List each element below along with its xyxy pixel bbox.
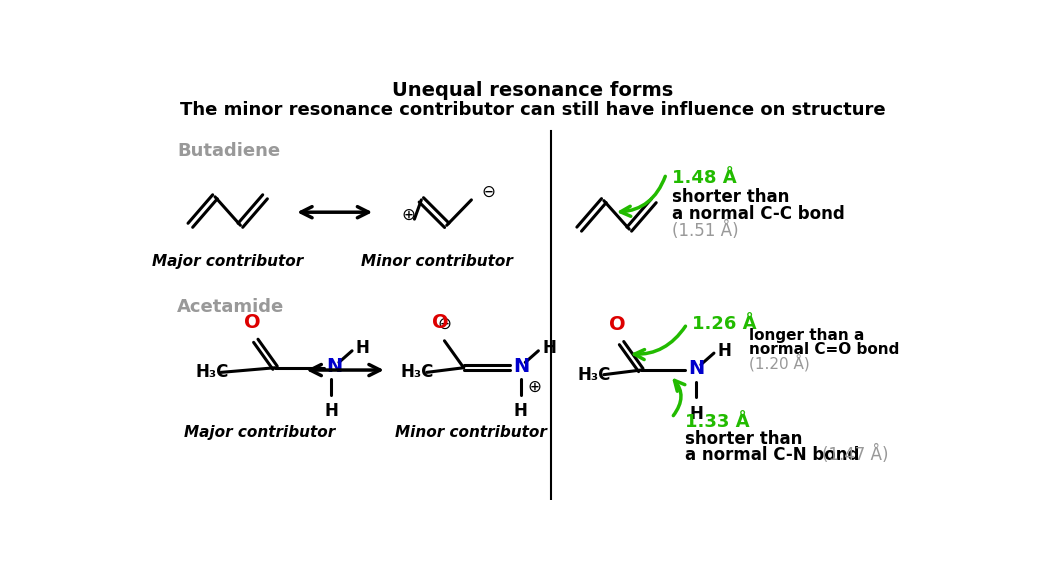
Text: ⊖: ⊖ xyxy=(482,183,495,201)
Text: H₃C: H₃C xyxy=(400,364,434,382)
Text: a normal C-N bond: a normal C-N bond xyxy=(685,446,860,464)
Text: The minor resonance contributor can still have influence on structure: The minor resonance contributor can stil… xyxy=(180,101,886,119)
Text: 1.26 Å: 1.26 Å xyxy=(692,315,756,333)
Text: H: H xyxy=(718,342,732,360)
Text: Acetamide: Acetamide xyxy=(177,298,285,316)
Text: O: O xyxy=(243,312,260,332)
Text: H₃C: H₃C xyxy=(577,366,612,384)
Text: shorter than: shorter than xyxy=(672,188,789,206)
Text: O: O xyxy=(609,315,626,334)
Text: H: H xyxy=(324,402,338,420)
Text: (1.20 Å): (1.20 Å) xyxy=(749,355,809,372)
Text: longer than a: longer than a xyxy=(749,328,864,343)
Text: 1.48 Å: 1.48 Å xyxy=(672,169,736,187)
Text: N: N xyxy=(327,357,343,376)
Text: N: N xyxy=(513,357,529,376)
Text: H: H xyxy=(542,339,556,357)
Text: ⊕: ⊕ xyxy=(401,206,415,224)
Text: ⊖: ⊖ xyxy=(438,315,451,333)
Text: Major contributor: Major contributor xyxy=(184,425,335,441)
Text: N: N xyxy=(688,359,705,378)
Text: ⊕: ⊕ xyxy=(527,378,542,396)
Text: H: H xyxy=(356,339,370,357)
Text: 1.33 Å: 1.33 Å xyxy=(685,413,750,430)
Text: O: O xyxy=(433,312,449,332)
Text: a normal C-C bond: a normal C-C bond xyxy=(672,205,844,223)
Text: shorter than: shorter than xyxy=(685,430,803,448)
Text: Minor contributor: Minor contributor xyxy=(395,425,547,441)
Text: (1.51 Å): (1.51 Å) xyxy=(672,221,738,240)
Text: H: H xyxy=(514,402,527,420)
Text: (1.47 Å): (1.47 Å) xyxy=(822,445,888,464)
Text: Major contributor: Major contributor xyxy=(152,254,303,269)
Text: H₃C: H₃C xyxy=(196,364,229,382)
Text: H: H xyxy=(690,405,703,423)
Text: Butadiene: Butadiene xyxy=(177,142,281,160)
Text: normal C=O bond: normal C=O bond xyxy=(749,342,899,357)
Text: Minor contributor: Minor contributor xyxy=(361,254,513,269)
Text: Unequal resonance forms: Unequal resonance forms xyxy=(392,81,674,100)
